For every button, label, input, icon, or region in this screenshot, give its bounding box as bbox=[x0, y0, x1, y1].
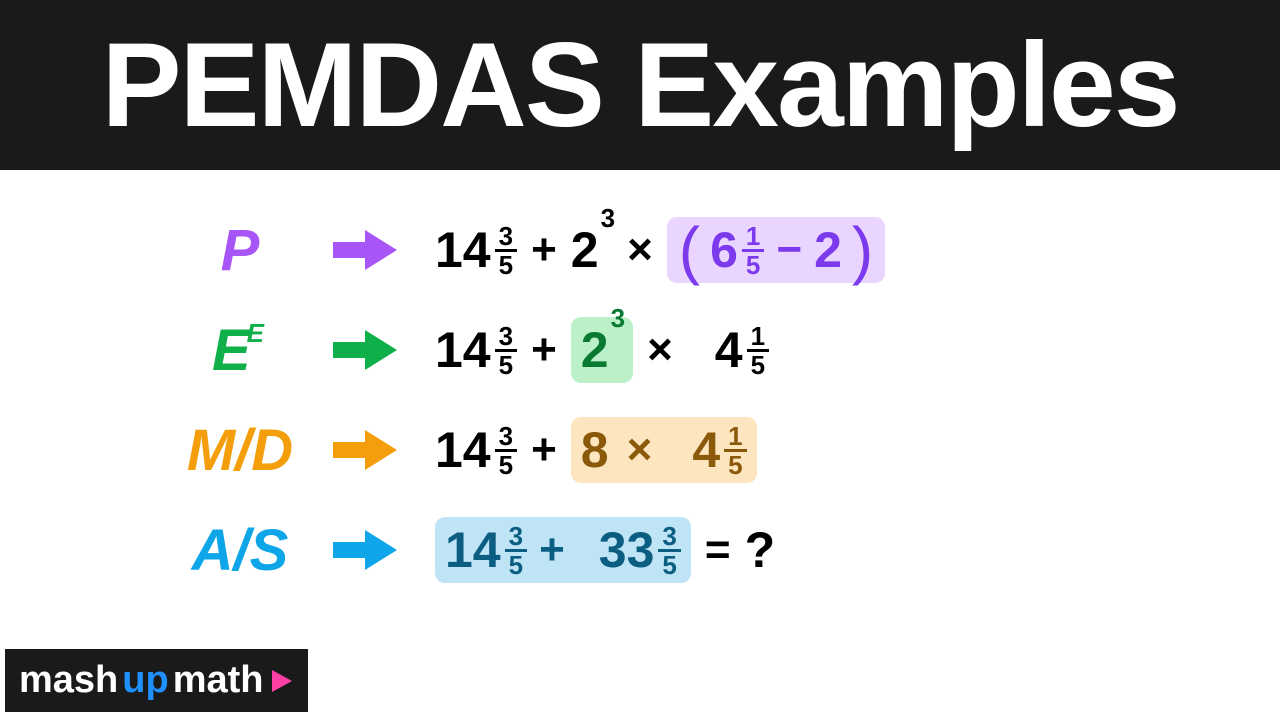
equation-row-3: 14 35 + 8 × 4 15 bbox=[415, 417, 757, 483]
step-label-md: M/D bbox=[165, 417, 315, 484]
arrow-icon bbox=[315, 228, 415, 272]
page-title: PEMDAS Examples bbox=[101, 16, 1178, 154]
title-banner: PEMDAS Examples bbox=[0, 0, 1280, 170]
logo-text-math: math bbox=[173, 659, 264, 702]
step-letter: E bbox=[212, 318, 251, 383]
plus-op: + bbox=[527, 325, 561, 375]
equation-row-2: 14 35 + 2 3 × 4 15 bbox=[415, 317, 769, 383]
highlight-multiply: 8 × 4 15 bbox=[571, 417, 757, 483]
step-letter: M/D bbox=[187, 418, 293, 483]
step-label-as: A/S bbox=[165, 517, 315, 584]
step-row-as: A/S 14 35 + 33 35 = ? bbox=[0, 500, 1280, 600]
step-row-md: M/D 14 35 + 8 × 4 15 bbox=[0, 400, 1280, 500]
step-letter-sup: E bbox=[247, 318, 264, 348]
times-op: × bbox=[617, 425, 663, 475]
times-op: × bbox=[643, 325, 677, 375]
plus-op: + bbox=[527, 425, 561, 475]
mixed-number: 14 35 bbox=[435, 321, 517, 379]
mixed-number: 4 15 bbox=[692, 421, 746, 479]
right-paren: ) bbox=[850, 228, 875, 273]
equation-row-4: 14 35 + 33 35 = ? bbox=[415, 517, 775, 583]
mixed-number: 33 35 bbox=[599, 521, 681, 579]
content-area: P 14 35 + 2 3 × ( 6 15 − 2 bbox=[0, 170, 1280, 600]
minus-op: − bbox=[772, 225, 806, 275]
step-letter: A/S bbox=[192, 518, 289, 583]
mixed-number: 14 35 bbox=[445, 521, 527, 579]
number: 8 bbox=[581, 421, 609, 479]
highlight-parentheses: ( 6 15 − 2 ) bbox=[667, 217, 885, 283]
mixed-number: 6 15 bbox=[710, 221, 764, 279]
exponent: 2 3 bbox=[571, 221, 613, 279]
plus-op: + bbox=[535, 525, 569, 575]
question-mark: ? bbox=[745, 521, 776, 579]
step-row-e: EE 14 35 + 2 3 × 4 15 bbox=[0, 300, 1280, 400]
arrow-icon bbox=[315, 528, 415, 572]
logo-text-up: up bbox=[122, 659, 168, 702]
step-row-p: P 14 35 + 2 3 × ( 6 15 − 2 bbox=[0, 200, 1280, 300]
times-op: × bbox=[623, 225, 657, 275]
arrow-icon bbox=[315, 328, 415, 372]
brand-logo: mashupmath bbox=[5, 649, 308, 712]
step-label-p: P bbox=[165, 217, 315, 284]
mixed-number: 14 35 bbox=[435, 421, 517, 479]
exponent: 2 3 bbox=[581, 321, 623, 379]
highlight-add: 14 35 + 33 35 bbox=[435, 517, 691, 583]
mixed-number: 4 15 bbox=[715, 321, 769, 379]
play-icon bbox=[268, 668, 294, 694]
left-paren: ( bbox=[677, 228, 702, 273]
equation-row-1: 14 35 + 2 3 × ( 6 15 − 2 ) bbox=[415, 217, 885, 283]
equals-op: = bbox=[701, 525, 735, 575]
number: 2 bbox=[814, 221, 842, 279]
highlight-exponent: 2 3 bbox=[571, 317, 633, 383]
arrow-icon bbox=[315, 428, 415, 472]
logo-text-mash: mash bbox=[19, 659, 118, 702]
step-letter: P bbox=[221, 218, 260, 283]
mixed-number: 14 35 bbox=[435, 221, 517, 279]
step-label-e: EE bbox=[165, 317, 315, 384]
plus-op: + bbox=[527, 225, 561, 275]
